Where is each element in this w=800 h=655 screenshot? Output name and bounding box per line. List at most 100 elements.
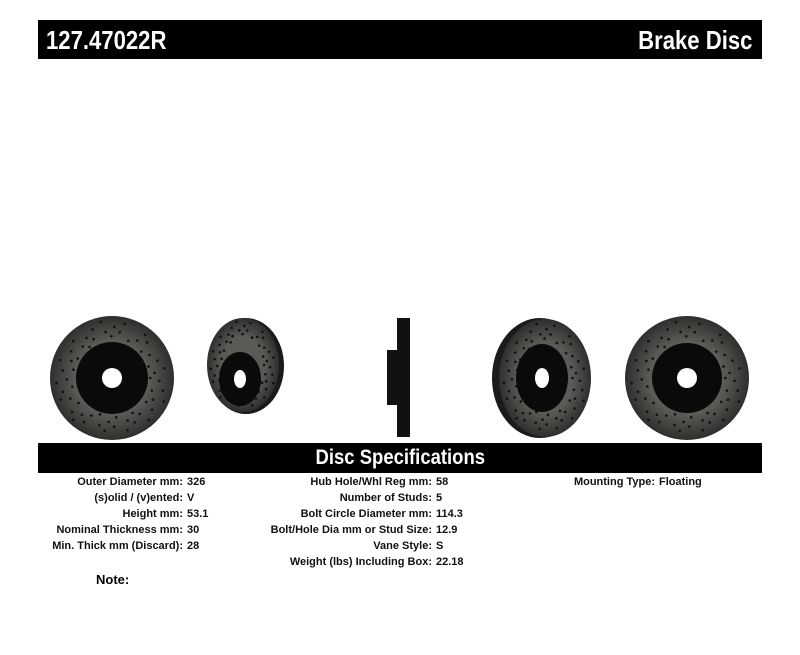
drill-hole bbox=[736, 389, 739, 392]
drill-hole bbox=[582, 367, 585, 370]
drill-hole bbox=[549, 333, 552, 336]
drill-hole bbox=[701, 419, 704, 422]
spec-row: Outer Diameter mm: 326 bbox=[0, 474, 800, 490]
drill-hole bbox=[644, 350, 648, 353]
drill-hole bbox=[235, 320, 238, 324]
drill-hole bbox=[555, 417, 558, 420]
drill-hole bbox=[148, 376, 152, 380]
drill-hole bbox=[261, 355, 265, 358]
drill-hole bbox=[652, 401, 655, 405]
drill-hole bbox=[711, 339, 714, 342]
drill-hole bbox=[660, 336, 663, 340]
drill-hole bbox=[261, 336, 265, 340]
drill-hole bbox=[90, 414, 93, 417]
drill-hole bbox=[534, 421, 538, 425]
drill-hole bbox=[718, 333, 722, 337]
drill-hole bbox=[265, 359, 269, 363]
drill-hole bbox=[211, 349, 215, 353]
drill-hole bbox=[558, 409, 562, 413]
drill-hole bbox=[636, 369, 639, 372]
drill-hole bbox=[519, 400, 523, 403]
drill-hole bbox=[682, 420, 685, 424]
drill-hole bbox=[577, 360, 580, 363]
spec-label: Vane Style: bbox=[373, 540, 432, 552]
drill-hole bbox=[218, 389, 222, 393]
drill-hole bbox=[150, 389, 154, 392]
drill-hole bbox=[673, 423, 676, 427]
drill-hole bbox=[219, 335, 222, 339]
drill-hole bbox=[131, 411, 134, 415]
drill-hole bbox=[123, 322, 126, 326]
drill-hole bbox=[656, 345, 660, 348]
drill-hole bbox=[528, 412, 532, 415]
drill-hole bbox=[126, 419, 129, 422]
drill-hole bbox=[272, 356, 275, 359]
drill-hole bbox=[543, 337, 546, 340]
drill-hole bbox=[92, 337, 95, 341]
spec-title-bar: Disc Specifications bbox=[38, 443, 762, 473]
drill-hole bbox=[722, 365, 725, 368]
drill-hole bbox=[523, 419, 526, 422]
spec-label: Weight (lbs) Including Box: bbox=[289, 556, 432, 568]
drill-hole bbox=[647, 339, 650, 343]
spec-value: 58 bbox=[436, 476, 449, 488]
drill-hole bbox=[513, 351, 517, 354]
drill-hole bbox=[158, 379, 161, 383]
drill-hole bbox=[667, 337, 670, 341]
note-label: Note: bbox=[96, 572, 130, 587]
drill-hole bbox=[657, 420, 661, 424]
drill-hole bbox=[220, 357, 223, 361]
drill-hole bbox=[541, 418, 544, 421]
drill-hole bbox=[636, 390, 640, 394]
drill-hole bbox=[514, 360, 517, 364]
drill-hole bbox=[640, 378, 644, 381]
drill-hole bbox=[515, 416, 518, 420]
drill-hole bbox=[264, 387, 268, 391]
drill-hole bbox=[738, 366, 741, 370]
drill-hole bbox=[687, 325, 691, 329]
spec-value: S bbox=[436, 540, 444, 552]
drill-hole bbox=[539, 332, 542, 336]
header-bar: 127.47022R Brake Disc bbox=[38, 20, 762, 59]
drill-hole bbox=[72, 339, 75, 343]
drill-hole bbox=[505, 397, 509, 401]
disc-front-view bbox=[50, 316, 174, 440]
drill-hole bbox=[219, 395, 222, 399]
drill-hole bbox=[723, 353, 726, 357]
drill-hole bbox=[80, 413, 84, 417]
spec-row: Nominal Thickness mm: 30 bbox=[0, 522, 800, 538]
disc-back-view bbox=[625, 316, 749, 440]
drill-hole bbox=[65, 378, 69, 381]
drill-hole bbox=[737, 400, 741, 403]
drill-hole bbox=[655, 413, 659, 417]
drill-hole bbox=[733, 379, 736, 383]
spec-label: Height mm: bbox=[122, 508, 184, 520]
spec-row: (s)olid / (v)ented: V bbox=[0, 490, 800, 506]
drill-hole bbox=[713, 412, 716, 416]
spec-value: 28 bbox=[187, 540, 200, 552]
spec-value: 12.9 bbox=[436, 524, 458, 536]
drill-hole bbox=[136, 339, 139, 342]
drill-hole bbox=[555, 341, 559, 345]
drill-hole bbox=[162, 400, 166, 403]
drill-hole bbox=[685, 334, 688, 338]
drill-hole bbox=[510, 378, 514, 381]
drill-hole bbox=[513, 396, 516, 399]
drill-hole bbox=[163, 366, 166, 370]
drill-hole bbox=[725, 389, 729, 392]
drill-hole bbox=[530, 340, 533, 343]
drill-hole bbox=[77, 401, 80, 405]
drill-hole bbox=[689, 415, 693, 419]
drill-hole bbox=[545, 327, 548, 331]
spec-label: Bolt Circle Diameter mm: bbox=[300, 508, 432, 520]
spec-label: Number of Studs: bbox=[339, 492, 432, 504]
spec-value: 53.1 bbox=[187, 508, 209, 520]
drill-hole bbox=[98, 413, 102, 416]
drill-hole bbox=[213, 357, 216, 361]
drill-hole bbox=[555, 426, 558, 430]
drill-hole bbox=[630, 381, 633, 385]
drill-hole bbox=[571, 376, 574, 380]
drill-hole bbox=[153, 371, 156, 375]
drill-hole bbox=[81, 345, 85, 348]
drill-hole bbox=[213, 374, 216, 377]
